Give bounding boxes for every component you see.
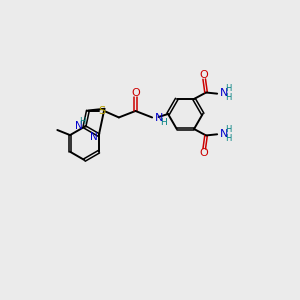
Text: H: H xyxy=(225,84,232,93)
Text: H: H xyxy=(160,118,167,127)
Text: N: N xyxy=(220,129,228,139)
Text: H: H xyxy=(225,93,232,102)
Text: O: O xyxy=(200,148,208,158)
Text: S: S xyxy=(99,106,106,116)
Text: O: O xyxy=(200,70,208,80)
Text: O: O xyxy=(131,88,140,98)
Text: N: N xyxy=(90,132,98,142)
Text: H: H xyxy=(225,134,232,143)
Text: N: N xyxy=(76,121,83,131)
Text: H: H xyxy=(80,116,86,125)
Text: N: N xyxy=(155,113,164,123)
Text: N: N xyxy=(220,88,228,98)
Text: H: H xyxy=(225,125,232,134)
